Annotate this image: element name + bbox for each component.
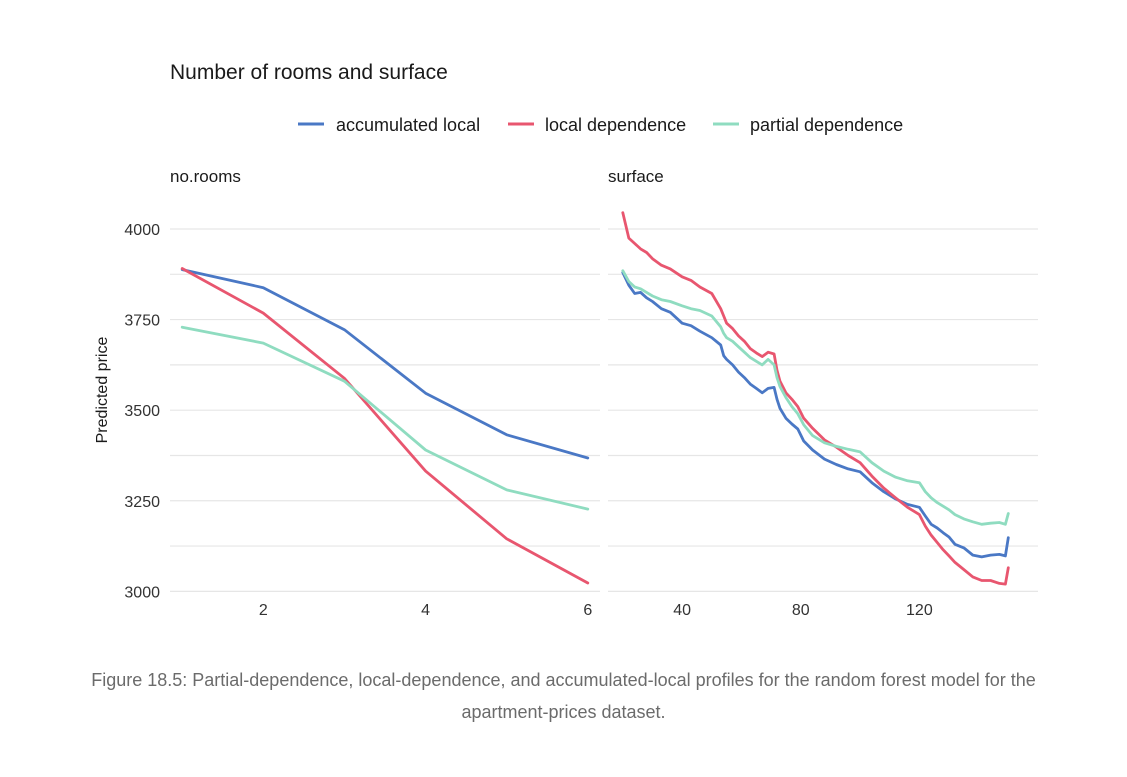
y-axis-title: Predicted price <box>94 337 111 444</box>
x-tick-label-surface: 80 <box>792 602 810 619</box>
series-line-accumulated-local-surface <box>621 271 1010 559</box>
chart: Number of rooms and surface accumulated … <box>94 61 1038 619</box>
y-gridlines <box>170 228 1038 592</box>
series-line-local-dependence-surface <box>621 211 1010 586</box>
x-tick-label-no-rooms: 6 <box>583 602 592 619</box>
legend-label-local-dependence: local dependence <box>545 115 686 135</box>
x-tick-label-surface: 120 <box>906 602 933 619</box>
legend-label-accumulated-local: accumulated local <box>336 115 480 135</box>
legend-label-partial-dependence: partial dependence <box>750 115 903 135</box>
y-tick-label: 3500 <box>124 403 160 420</box>
series-lines <box>180 211 1010 586</box>
x-tick-labels: 2 4 6 40 80 120 <box>259 602 933 619</box>
series-line-accumulated-local-no-rooms <box>180 268 590 460</box>
x-tick-label-surface: 40 <box>673 602 691 619</box>
y-tick-label: 3000 <box>124 584 160 601</box>
y-tick-label: 3250 <box>124 494 160 511</box>
y-tick-labels: 3000 3250 3500 3750 4000 <box>124 222 160 601</box>
x-tick-label-no-rooms: 4 <box>421 602 430 619</box>
chart-title: Number of rooms and surface <box>170 61 448 84</box>
series-line-local-dependence-no-rooms <box>180 267 590 585</box>
figure-caption: Figure 18.5: Partial-dependence, local-d… <box>91 670 1036 722</box>
series-line-partial-dependence-no-rooms <box>180 325 590 511</box>
series-line-partial-dependence-surface <box>621 269 1010 526</box>
y-tick-label: 4000 <box>124 222 160 239</box>
legend: accumulated local local dependence parti… <box>298 115 903 135</box>
panel-strip-surface: surface <box>608 167 664 186</box>
panel-strip-no-rooms: no.rooms <box>170 167 241 186</box>
y-tick-label: 3750 <box>124 313 160 330</box>
x-tick-label-no-rooms: 2 <box>259 602 268 619</box>
